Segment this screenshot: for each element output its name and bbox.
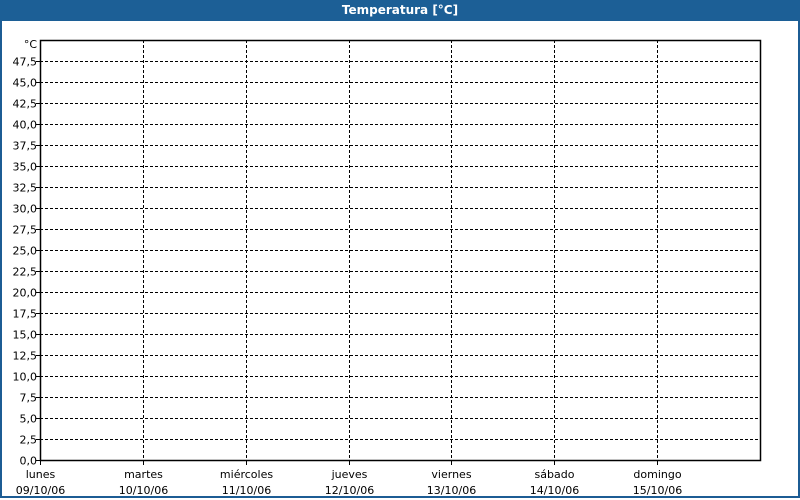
y-tick-label: 40,0 [13, 119, 38, 132]
x-tick-day: lunes [26, 468, 56, 481]
x-tick-date: 13/10/06 [427, 484, 476, 497]
x-tick-day: miércoles [220, 468, 273, 481]
x-tick-day: viernes [431, 468, 471, 481]
y-tick-label: 20,0 [13, 287, 38, 300]
plot-frame [39, 39, 762, 462]
x-tick-date: 11/10/06 [222, 484, 271, 497]
y-tick-label: 25,0 [13, 245, 38, 258]
y-tick-label: 35,0 [13, 161, 38, 174]
y-tick-label: 45,0 [13, 77, 38, 90]
y-tick-label: 47,5 [13, 56, 38, 69]
y-tick-label: 30,0 [13, 203, 38, 216]
y-tick-label: 0,0 [20, 455, 38, 468]
x-tick-day: martes [124, 468, 163, 481]
y-tick-label: 22,5 [13, 266, 38, 279]
y-tick-label: 5,0 [20, 413, 38, 426]
x-tick-date: 15/10/06 [633, 484, 682, 497]
chart-title: Temperatura [°C] [0, 0, 800, 21]
y-tick-label: 37,5 [13, 140, 38, 153]
x-tick-day: jueves [331, 468, 368, 481]
x-tick-day: sábado [535, 468, 575, 481]
y-tick-label: 42,5 [13, 98, 38, 111]
y-tick-label: 2,5 [20, 434, 38, 447]
y-tick-label: 15,0 [13, 329, 38, 342]
y-tick-label: 10,0 [13, 371, 38, 384]
x-tick-date: 12/10/06 [325, 484, 374, 497]
y-tick-label: 17,5 [13, 308, 38, 321]
y-tick-label: 27,5 [13, 224, 38, 237]
x-tick-date: 14/10/06 [530, 484, 579, 497]
y-axis-unit: °C [24, 38, 38, 51]
y-tick-label: 7,5 [20, 392, 38, 405]
x-tick-day: domingo [633, 468, 681, 481]
y-tick-label: 32,5 [13, 182, 38, 195]
y-tick-label: 12,5 [13, 350, 38, 363]
x-tick-date: 10/10/06 [119, 484, 168, 497]
x-tick-date: 09/10/06 [16, 484, 65, 497]
